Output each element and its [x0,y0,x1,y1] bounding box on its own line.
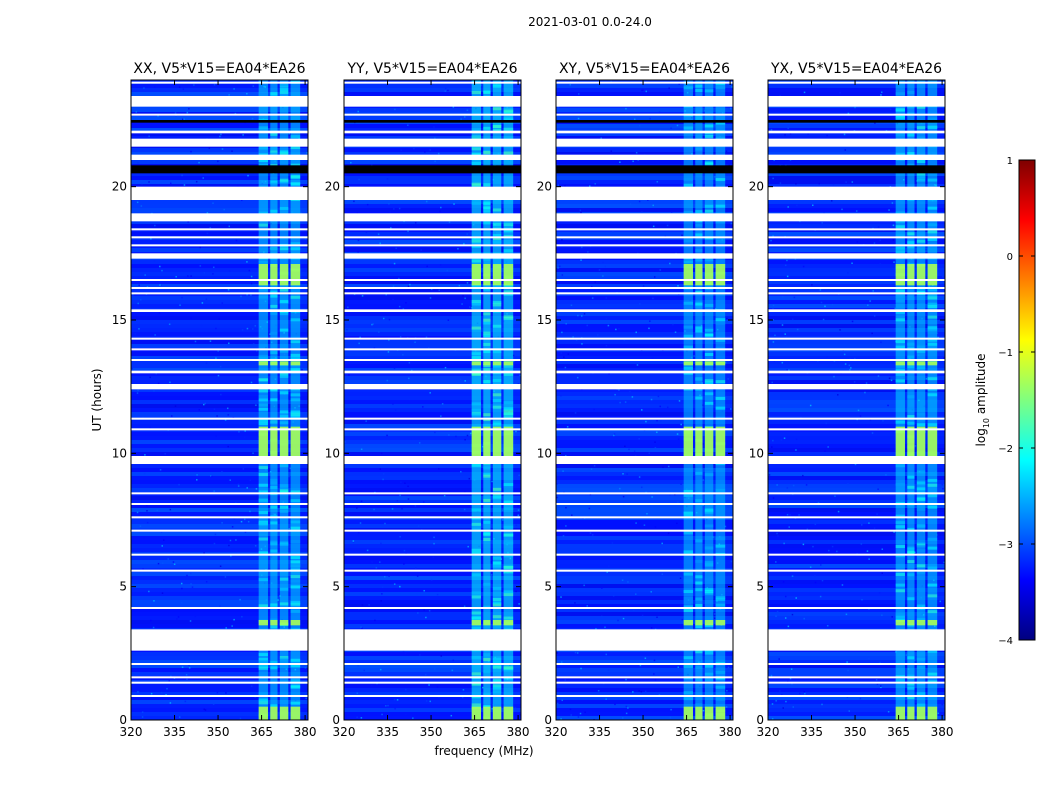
y-tick-label: 0 [544,713,552,727]
x-tick-label: 380 [931,725,954,739]
panel-xx: XX, V5*V15=EA04*EA26 320 335 350 365 380 0 5 10 1… [112,61,317,739]
y-tick-label: 20 [325,180,340,194]
y-tick-label: 5 [332,580,340,594]
x-tick-label: 350 [420,725,443,739]
colorbar-tick-label: −3 [998,540,1013,551]
x-tick-label: 350 [207,725,230,739]
y-tick-label: 15 [537,313,552,327]
panel-xy: XY, V5*V15=EA04*EA26 320 335 350 365 380 0 5 10 1… [537,61,742,739]
panel-title: XY, V5*V15=EA04*EA26 [559,61,730,77]
heatmap-image [768,80,945,720]
heatmap-image [344,80,521,720]
y-tick-label: 20 [537,180,552,194]
y-tick-label: 10 [325,446,340,460]
colorbar-ticks: −4 −3 −2 −1 0 1 [998,156,1035,647]
x-tick-label: 380 [294,725,317,739]
x-tick-label: 380 [507,725,530,739]
x-tick-label: 320 [333,725,356,739]
panel-yy: YY, V5*V15=EA04*EA26 320 335 350 365 380 0 5 10 1… [325,61,530,739]
axes-frame [555,79,734,721]
panel-title: YX, V5*V15=EA04*EA26 [770,61,942,77]
colorbar: −4 −3 −2 −1 0 1 log10 amplitude [974,156,1036,647]
panel-title: YY, V5*V15=EA04*EA26 [346,61,517,77]
y-tick-label: 10 [749,446,764,460]
y-tick-label: 10 [112,446,127,460]
y-tick-label: 15 [112,313,127,327]
x-tick-label: 320 [757,725,780,739]
heatmap-image [131,80,308,720]
axes-frame [343,79,522,721]
x-tick-label: 350 [844,725,867,739]
axes-frame [767,79,946,721]
colorbar-tick-label: −1 [998,348,1013,359]
x-tick-label: 365 [887,725,910,739]
colorbar-gradient [1018,159,1036,641]
colorbar-tick-label: −4 [998,636,1013,647]
panels: XX, V5*V15=EA04*EA26 320 335 350 365 380 0 5 10 1… [112,61,954,739]
y-tick-label: 20 [112,180,127,194]
colorbar-tick-label: 1 [1007,156,1013,167]
figure-title: 2021-03-01 0.0-24.0 [528,15,652,29]
x-tick-label: 365 [675,725,698,739]
colorbar-label-tail: amplitude [974,354,988,418]
x-tick-label: 365 [463,725,486,739]
colorbar-label-main: log [974,428,988,446]
x-tick-label: 335 [163,725,186,739]
y-tick-label: 5 [544,580,552,594]
y-tick-label: 15 [749,313,764,327]
x-tick-label: 350 [632,725,655,739]
y-tick-label: 15 [325,313,340,327]
x-tick-label: 380 [719,725,742,739]
y-tick-label: 0 [119,713,127,727]
panel-yx: YX, V5*V15=EA04*EA26 320 335 350 365 380 0 5 10 1… [749,61,954,739]
panel-title: XX, V5*V15=EA04*EA26 [133,61,305,77]
x-tick-label: 365 [250,725,273,739]
x-tick-label: 335 [588,725,611,739]
x-tick-label: 320 [120,725,143,739]
x-tick-label: 335 [800,725,823,739]
x-tick-label: 335 [376,725,399,739]
y-axis-label: UT (hours) [90,368,104,431]
y-tick-label: 20 [749,180,764,194]
axes-frame [130,79,309,721]
y-tick-label: 0 [332,713,340,727]
y-tick-label: 5 [756,580,764,594]
colorbar-tick-label: 0 [1007,252,1013,263]
y-tick-label: 0 [756,713,764,727]
y-tick-label: 10 [537,446,552,460]
colorbar-tick-label: −2 [998,444,1013,455]
colorbar-label: log10 amplitude [974,354,991,447]
y-tick-label: 5 [119,580,127,594]
x-tick-label: 320 [545,725,568,739]
heatmap-image [556,80,733,720]
colorbar-label-sub: 10 [982,418,991,428]
x-axis-label: frequency (MHz) [434,744,533,758]
